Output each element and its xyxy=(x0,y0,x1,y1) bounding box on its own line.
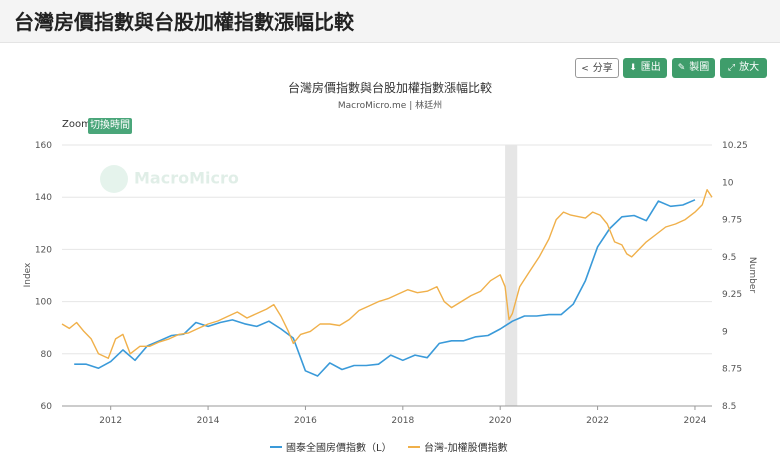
y-left-tick-label: 120 xyxy=(35,245,52,255)
y-right-tick-label: 9.5 xyxy=(722,253,736,263)
y-right-tick-label: 10 xyxy=(722,178,734,188)
y-left-tick-label: 160 xyxy=(35,141,52,151)
series-stock-line xyxy=(61,188,713,359)
series-house-line xyxy=(74,199,696,377)
y-left-tick-label: 60 xyxy=(41,402,53,412)
zoom-label: Zoom xyxy=(62,119,91,130)
y-right-tick-label: 10.25 xyxy=(722,141,748,151)
x-tick-label: 2024 xyxy=(684,416,707,426)
share-button-label: 分享 xyxy=(592,63,613,74)
legend-stock[interactable]: 台灣-加權股價指數 xyxy=(408,441,508,454)
x-tick-label: 2018 xyxy=(391,416,414,426)
fullscreen-button-label: 放大 xyxy=(739,62,760,73)
legend-stock-label: 台灣-加權股價指數 xyxy=(424,441,508,454)
download-icon: ⬇ xyxy=(629,63,637,73)
y-axis-left-label: Index xyxy=(23,262,33,287)
zoom-toggle-button[interactable]: 切換時間 xyxy=(88,118,132,134)
draw-button-label: 製圖 xyxy=(689,62,710,73)
chart-title: 台灣房價指數與台股加權指數漲幅比較 xyxy=(288,80,492,95)
expand-icon: ⤢ xyxy=(727,63,736,73)
share-icon: < xyxy=(581,64,589,74)
pencil-icon: ✎ xyxy=(677,63,686,73)
y-right-tick-label: 8.75 xyxy=(722,365,742,375)
x-tick-label: 2022 xyxy=(586,416,609,426)
y-left-tick-label: 140 xyxy=(35,193,52,203)
y-right-tick-label: 9 xyxy=(722,327,728,337)
legend-house[interactable]: 國泰全國房價指數（L） xyxy=(270,441,392,454)
x-tick-label: 2020 xyxy=(489,416,512,426)
y-right-tick-label: 9.25 xyxy=(722,290,742,300)
fullscreen-button[interactable]: ⤢ 放大 xyxy=(720,58,767,78)
export-button[interactable]: ⬇ 匯出 xyxy=(623,58,667,78)
recession-band xyxy=(505,145,518,406)
legend-house-label: 國泰全國房價指數（L） xyxy=(286,441,392,454)
y-axis-right-label: Number xyxy=(747,257,757,293)
watermark-text: MacroMicro xyxy=(134,168,239,188)
page-title: 台灣房價指數與台股加權指數漲幅比較 xyxy=(14,10,354,34)
chart-subtitle: MacroMicro.me | 林廷州 xyxy=(338,99,442,111)
macromicro-logo-icon xyxy=(100,165,128,193)
y-right-tick-label: 8.5 xyxy=(722,402,736,412)
export-button-label: 匯出 xyxy=(640,62,661,73)
share-button[interactable]: < 分享 xyxy=(575,58,619,78)
x-tick-label: 2012 xyxy=(99,416,122,426)
page-header: 台灣房價指數與台股加權指數漲幅比較 xyxy=(0,0,780,43)
y-right-tick-label: 9.75 xyxy=(722,216,742,226)
draw-button[interactable]: ✎ 製圖 xyxy=(672,58,715,78)
y-left-tick-label: 100 xyxy=(35,298,52,308)
watermark: MacroMicro xyxy=(100,165,239,193)
y-left-tick-label: 80 xyxy=(41,350,53,360)
x-tick-label: 2016 xyxy=(294,416,317,426)
x-tick-label: 2014 xyxy=(197,416,220,426)
